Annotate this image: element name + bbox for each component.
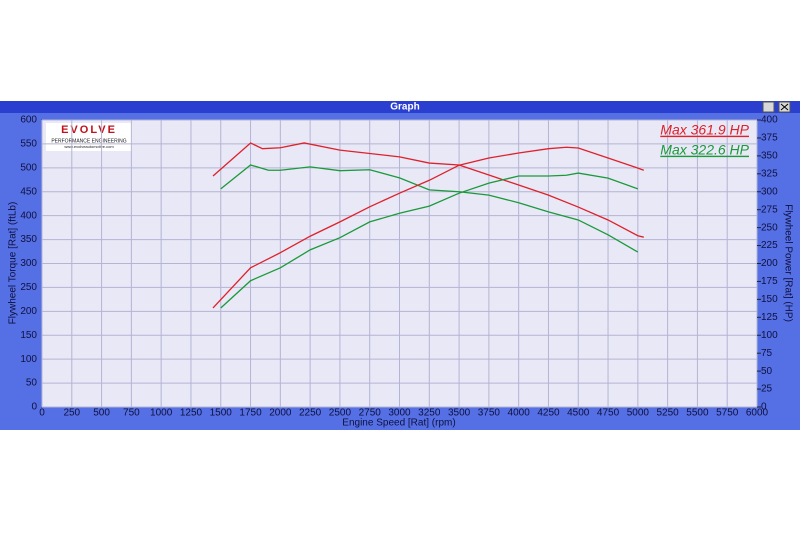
series-line: [220, 172, 639, 309]
y2-tick-label: 400: [761, 115, 778, 126]
y2-tick-label: 350: [761, 151, 778, 162]
y2-tick-label: 100: [761, 330, 778, 341]
y-tick-label: 400: [20, 210, 37, 221]
x-tick-label: 1250: [180, 408, 203, 419]
y2-tick-label: 50: [761, 366, 773, 377]
x-tick-label: 6000: [746, 408, 769, 419]
x-tick-label: 1000: [150, 408, 173, 419]
y2-tick-label: 0: [761, 402, 767, 413]
x-tick-label: 3250: [418, 408, 441, 419]
y2-tick-label: 200: [761, 258, 778, 269]
y-tick-label: 600: [20, 115, 37, 126]
y2-tick-label: 300: [761, 186, 778, 197]
y2-tick-label: 375: [761, 133, 778, 144]
x-tick-label: 4500: [567, 408, 590, 419]
logo-brand: EVOLVE: [61, 124, 117, 136]
x-tick-label: 2250: [299, 408, 322, 419]
x-tick-label: 3000: [388, 408, 411, 419]
y-tick-label: 50: [26, 378, 38, 389]
x-tick-label: 750: [123, 408, 140, 419]
restore-button[interactable]: [762, 101, 775, 113]
title-bar: [0, 101, 800, 113]
window-title: Graph: [390, 102, 419, 113]
y-tick-label: 200: [20, 306, 37, 317]
close-icon: [780, 103, 789, 111]
x-axis-title: Engine Speed [Rat] (rpm): [342, 418, 455, 429]
max-annotation: Max 322.6 HP: [660, 142, 749, 158]
series-line: [220, 164, 639, 253]
x-tick-label: 2500: [329, 408, 352, 419]
y2-tick-label: 175: [761, 276, 778, 287]
y2-tick-label: 250: [761, 222, 778, 233]
x-tick-label: 3750: [478, 408, 501, 419]
y2-tick-label: 325: [761, 168, 778, 179]
max-annotation: Max 361.9 HP: [660, 122, 749, 138]
y-tick-label: 100: [20, 354, 37, 365]
x-tick-label: 4000: [508, 408, 531, 419]
x-tick-label: 250: [63, 408, 80, 419]
x-tick-label: 5750: [716, 408, 739, 419]
series-line: [212, 142, 644, 238]
y-tick-label: 250: [20, 282, 37, 293]
y-tick-label: 550: [20, 139, 37, 150]
y2-tick-label: 225: [761, 240, 778, 251]
x-tick-label: 1750: [239, 408, 262, 419]
x-tick-label: 5250: [657, 408, 680, 419]
logo-tagline: PERFORMANCE ENGINEERING: [51, 138, 126, 144]
y2-tick-label: 75: [761, 348, 773, 359]
x-tick-label: 4750: [597, 408, 620, 419]
series-line: [212, 146, 645, 309]
y2-axis-title: Flywheel Power [Rat] (HP): [782, 204, 793, 322]
x-tick-label: 0: [39, 408, 45, 419]
y2-tick-label: 125: [761, 312, 778, 323]
x-tick-label: 500: [93, 408, 110, 419]
x-tick-label: 1500: [210, 408, 233, 419]
y2-tick-label: 275: [761, 204, 778, 215]
y-tick-label: 300: [20, 258, 37, 269]
x-tick-label: 5000: [627, 408, 650, 419]
x-tick-label: 2750: [359, 408, 382, 419]
x-tick-label: 2000: [269, 408, 292, 419]
y-tick-label: 450: [20, 186, 37, 197]
y2-tick-label: 150: [761, 294, 778, 305]
x-tick-label: 4250: [537, 408, 560, 419]
logo-box: [46, 123, 132, 151]
y-tick-label: 0: [31, 402, 37, 413]
y-axis-title: Flywheel Torque [Rat] (ftLb): [8, 202, 19, 325]
logo-url: www.evolveautomotive.com: [64, 144, 114, 149]
y-tick-label: 350: [20, 234, 37, 245]
y2-tick-label: 25: [761, 384, 773, 395]
x-tick-label: 3500: [448, 408, 471, 419]
y-tick-label: 500: [20, 162, 37, 173]
x-tick-label: 5500: [686, 408, 709, 419]
y-tick-label: 150: [20, 330, 37, 341]
